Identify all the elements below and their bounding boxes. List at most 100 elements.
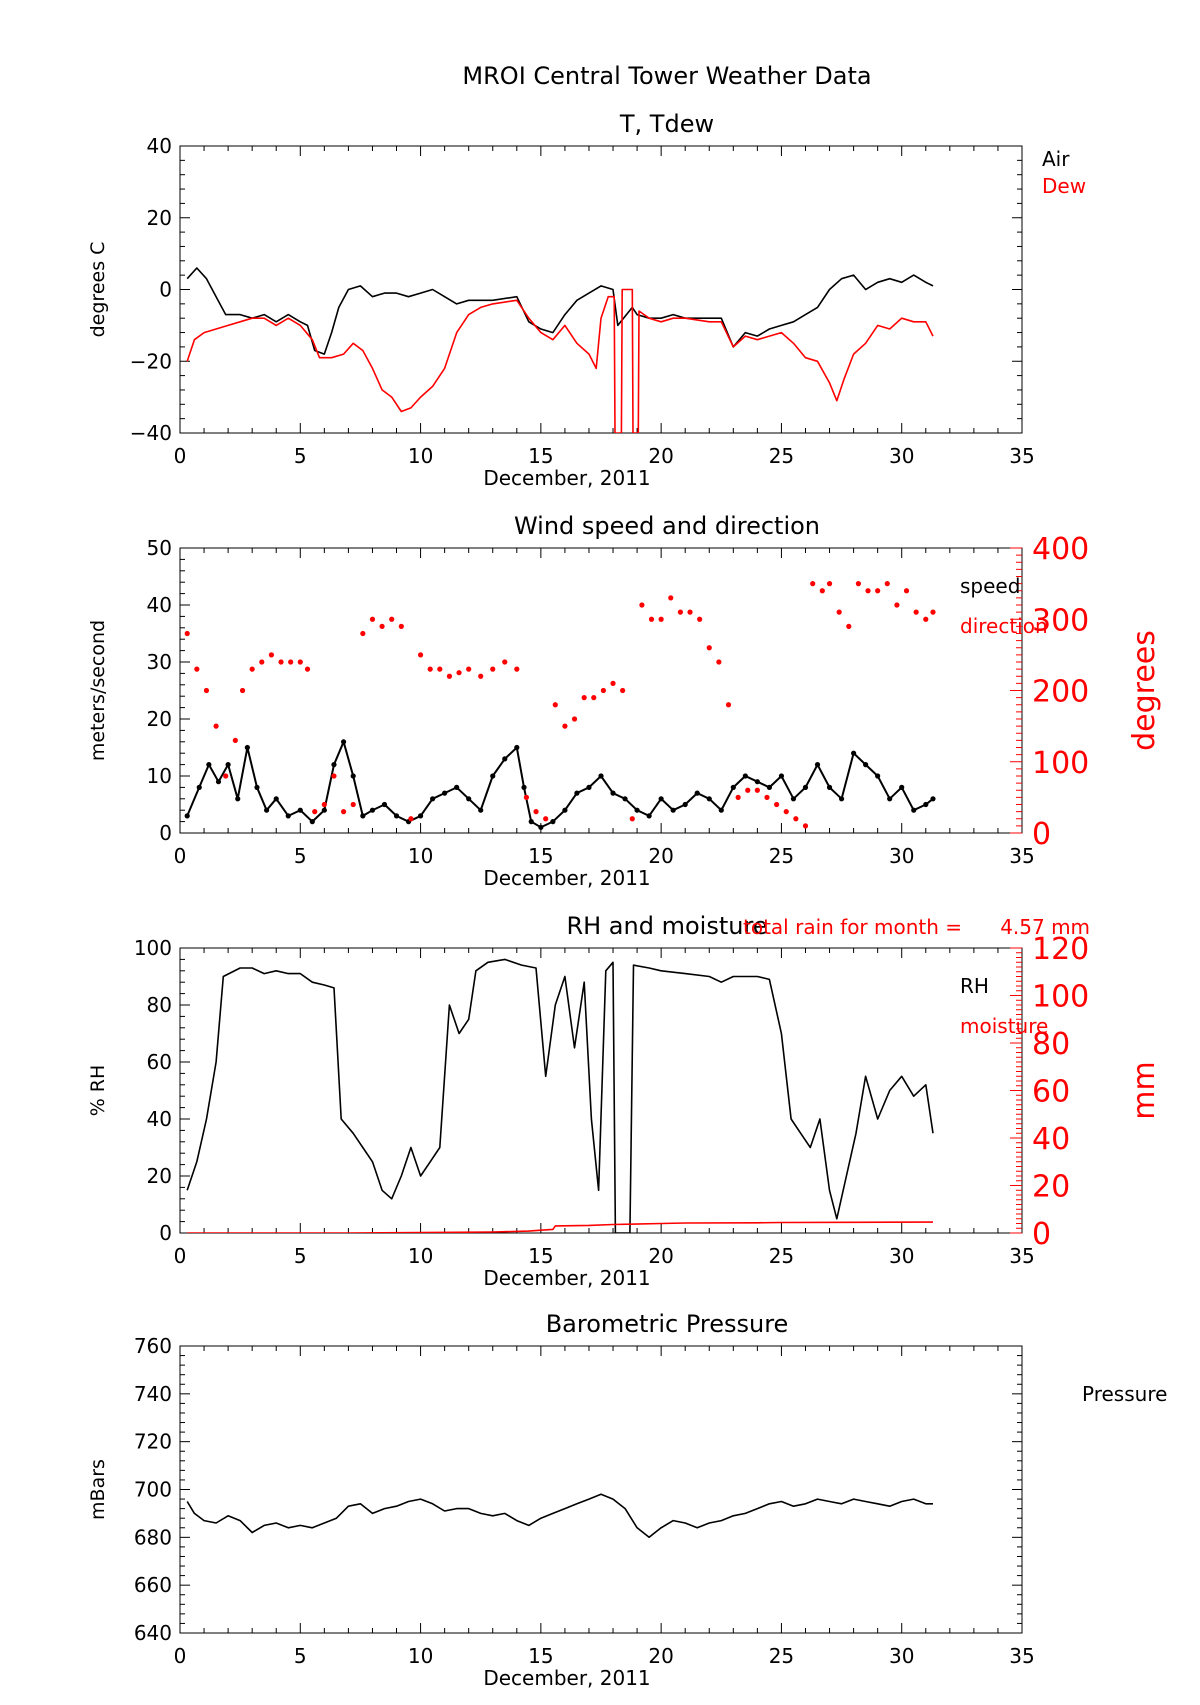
y2-tick-label: 400 [1032,532,1089,567]
x-tick-label: 20 [648,1244,673,1268]
chart-panel-3: 0 5 10 15 20 25 30 3502040608010002040608010012… [87,912,1162,1290]
data-point-direction-35 [523,794,530,800]
data-point-direction-52 [687,609,693,615]
data-point-direction-24 [408,816,414,822]
data-point-direction-33 [502,659,508,665]
data-point-direction-58 [745,787,751,793]
legend-moisture: moisture [960,1014,1048,1038]
x-axis-label: December, 2011 [483,866,650,890]
data-point-direction-20 [369,616,376,622]
data-point-direction-1 [194,666,200,672]
data-point-direction-10 [278,659,284,665]
y-tick-label: 20 [147,206,172,230]
plot-frame [179,947,1023,1234]
y2-tick-label: 0 [1032,817,1051,852]
data-point-direction-76 [913,609,919,615]
data-point-direction-55 [716,659,722,665]
data-point-direction-75 [903,588,910,594]
chart-panel-2: 0 5 10 15 20 25 30 35010203040500100200300400de… [87,512,1162,890]
y2-tick-label: 120 [1032,932,1089,967]
data-point-direction-5 [232,737,238,743]
y-tick-label: 100 [134,936,172,960]
data-point-direction-45 [620,687,626,694]
data-point-direction-71 [865,588,871,594]
y-tick-label: 640 [134,1621,172,1645]
legend-dew: Dew [1042,174,1086,198]
data-point-direction-57 [735,794,741,800]
y-tick-label: 60 [147,1050,172,1074]
chart-title: T, Tdew [619,110,714,138]
chart-panel-4: 0 5 10 15 20 25 30 35 640 660 680 700 720 740 760 Decem… [87,1310,1167,1690]
y2-tick-label: 20 [1032,1170,1070,1205]
data-point-direction-69 [846,623,852,629]
x-tick-label: 15 [528,1244,553,1268]
data-point-direction-46 [629,816,635,822]
y-tick-label: 40 [147,1107,172,1131]
y-tick-label: 20 [147,707,172,731]
data-point-direction-29 [456,670,462,676]
x-tick-label: 5 [294,844,307,868]
y-tick-label: 680 [134,1525,172,1549]
x-tick-label: 35 [1009,444,1034,468]
data-point-direction-77 [923,616,929,622]
x-tick-label: 20 [648,444,673,468]
data-point-direction-47 [639,602,645,608]
data-point-direction-12 [297,659,303,665]
data-point-direction-66 [819,588,825,594]
y-tick-label: 20 [147,1164,172,1188]
y-axis-label: % RH [87,1065,109,1117]
data-point-direction-78 [930,609,936,615]
data-point-direction-26 [427,666,433,672]
data-point-direction-15 [321,801,327,808]
x-tick-label: 25 [769,1644,794,1668]
y2-tick-label: 100 [1032,746,1089,781]
data-point-direction-32 [490,666,496,672]
y-tick-label: 0 [159,821,172,845]
rain-total-annotation: total rain for month = 4.57 mm [743,915,1090,939]
data-point-direction-40 [571,716,578,722]
y2-tick-label: 40 [1032,1122,1070,1157]
data-point-direction-64 [802,823,809,829]
y-tick-label: 40 [147,593,172,617]
y-axis-label: mBars [87,1459,109,1520]
data-point-direction-14 [312,809,318,815]
data-point-direction-74 [894,602,900,608]
data-point-direction-8 [259,659,265,665]
data-point-direction-63 [793,816,799,822]
x-tick-label: 0 [174,844,187,868]
data-point-direction-31 [478,673,484,679]
data-point-direction-11 [288,659,294,665]
data-point-direction-62 [783,809,789,815]
y-tick-label: 0 [159,1221,172,1245]
data-layer [186,1493,933,1539]
legend-speed: speed [960,574,1020,598]
y2-axis-label: degrees [1127,630,1162,751]
data-point-direction-27 [437,666,443,672]
y2-tick-label: 200 [1032,675,1089,710]
x-axis-label: December, 2011 [483,466,650,490]
y2-tick-label: 0 [1032,1217,1051,1252]
data-point-direction-59 [754,787,760,793]
series-line-pressure [186,1493,933,1539]
data-layer [186,958,934,1233]
data-point-direction-13 [304,666,311,672]
x-tick-label: 5 [294,1644,307,1668]
y-tick-label: 700 [134,1478,172,1502]
data-point-direction-9 [268,652,275,658]
data-point-direction-50 [668,595,674,601]
data-point-direction-43 [600,687,607,694]
y2-tick-label: 100 [1032,980,1089,1015]
y2-axis-label: mm [1127,1061,1162,1119]
data-point-direction-70 [855,581,862,587]
data-point-direction-25 [417,652,424,658]
series-line-dew [186,288,934,433]
y-tick-label: 760 [134,1334,172,1358]
y-tick-label: 660 [134,1573,172,1597]
chart-panel-1: 0 5 10 15 20 25 30 35 −40 −20 0 20 40 December, 2011 d… [87,110,1086,490]
y2-tick-label: 60 [1032,1075,1070,1110]
x-tick-label: 30 [889,844,914,868]
data-point-direction-36 [533,809,539,815]
y-tick-label: 0 [159,278,172,302]
x-tick-label: 25 [769,1244,794,1268]
